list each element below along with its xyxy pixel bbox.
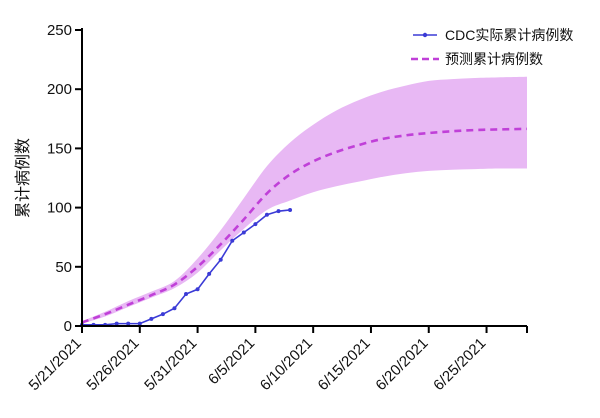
y-tick-label: 0 — [64, 318, 72, 335]
data-point-actual — [207, 271, 212, 276]
data-point-actual — [137, 321, 142, 326]
y-tick-label: 100 — [47, 200, 72, 217]
y-tick-label: 150 — [47, 140, 72, 157]
x-tick-label: 6/20/2021 — [372, 335, 431, 394]
data-point-actual — [276, 209, 281, 214]
data-point-actual — [253, 222, 258, 227]
x-tick-label: 5/26/2021 — [83, 335, 142, 394]
data-point-actual — [160, 312, 165, 317]
prediction-band-layer — [82, 76, 527, 324]
x-tick-label: 6/5/2021 — [205, 335, 258, 388]
y-axis-label: 累计病例数 — [13, 138, 32, 218]
y-tick-label: 200 — [47, 81, 72, 98]
data-point-actual — [126, 321, 131, 326]
series-line-actual — [82, 209, 291, 326]
x-tick-label: 6/10/2021 — [257, 335, 316, 394]
legend: CDC实际累计病例数 预测累计病例数 — [411, 27, 573, 67]
data-point-actual — [114, 321, 119, 326]
axes: 0 50 100 150 200 250 5/21/20215/26/20215/31/20… — [26, 22, 528, 394]
prediction-band — [82, 76, 527, 324]
legend-label-predicted: 预测累计病例数 — [445, 51, 543, 67]
data-point-actual — [149, 316, 154, 321]
data-point-actual — [230, 238, 235, 243]
y-tick-label: 250 — [47, 22, 72, 39]
data-point-actual — [264, 212, 269, 217]
data-point-actual — [172, 306, 177, 311]
x-tick-label: 6/15/2021 — [315, 335, 374, 394]
x-tick-label: 6/25/2021 — [430, 335, 489, 394]
data-point-actual — [195, 287, 200, 292]
legend-marker-actual — [422, 32, 428, 38]
data-point-actual — [288, 207, 293, 212]
data-point-actual — [184, 292, 189, 297]
x-tick-label: 5/31/2021 — [141, 335, 200, 394]
legend-label-actual: CDC实际累计病例数 — [445, 27, 573, 43]
data-point-actual — [218, 257, 223, 262]
series-line-predicted — [81, 127, 528, 324]
y-tick-label: 50 — [55, 259, 72, 276]
x-tick-label: 5/21/2021 — [26, 335, 85, 394]
data-point-actual — [241, 230, 246, 235]
series-layer — [80, 127, 528, 327]
